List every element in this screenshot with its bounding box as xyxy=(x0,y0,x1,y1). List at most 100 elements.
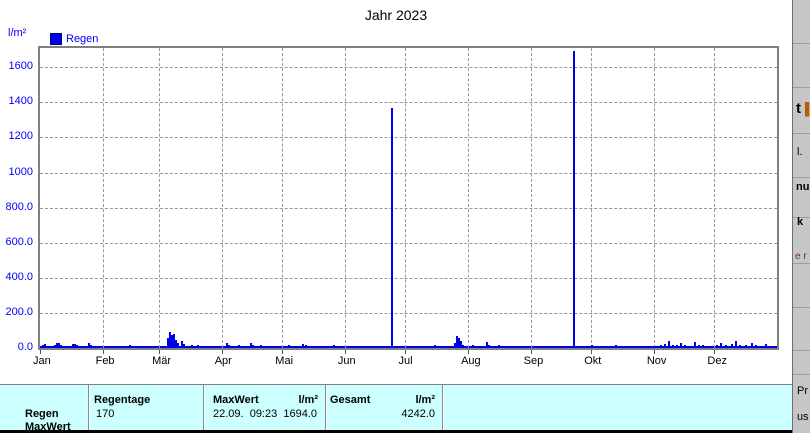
y-tick-label: 600.0 xyxy=(5,235,33,248)
rain-bar xyxy=(680,342,683,348)
rain-bar xyxy=(128,345,131,348)
panel-separator xyxy=(793,374,810,375)
rain-bar xyxy=(252,344,254,348)
panel-button-fragment[interactable]: ▌ xyxy=(805,102,810,116)
panel-button-fragment[interactable]: k xyxy=(797,216,804,228)
month-tick xyxy=(468,350,470,354)
rain-bar xyxy=(764,343,767,348)
rain-bar xyxy=(169,332,172,348)
rain-bar xyxy=(462,344,464,348)
panel-separator xyxy=(793,43,810,44)
v-gridline xyxy=(530,48,532,348)
panel-button-fragment[interactable]: Pr xyxy=(797,385,808,397)
rain-bar xyxy=(591,345,594,348)
rain-bar xyxy=(96,346,99,348)
panel-button-fragment[interactable]: l. xyxy=(797,146,803,158)
rain-bar xyxy=(667,340,670,348)
x-tick-label: Jan xyxy=(33,355,51,367)
rain-bar xyxy=(663,343,666,348)
v-gridline xyxy=(468,48,470,348)
rain-bar xyxy=(183,343,186,348)
panel-button-fragment[interactable]: us xyxy=(797,411,809,423)
chart-plot-area xyxy=(38,46,779,350)
rain-bar xyxy=(457,338,460,348)
panel-separator xyxy=(793,307,810,308)
rain-bar xyxy=(56,342,59,348)
rain-bar xyxy=(472,345,475,348)
rain-bar xyxy=(698,344,701,348)
rain-bar xyxy=(48,346,51,348)
panel-separator xyxy=(793,87,810,88)
rain-bar xyxy=(175,339,178,348)
rain-bar xyxy=(455,335,458,348)
rain-bar xyxy=(617,345,620,348)
y-tick-label: 1400 xyxy=(8,95,33,108)
rain-bar xyxy=(730,343,733,348)
table-value-maxwert: 22.09. 09:23 1694.0 xyxy=(213,408,317,420)
rain-bar xyxy=(522,345,525,348)
rain-bar xyxy=(197,344,200,348)
h-gridline xyxy=(40,137,777,139)
window-bottom-edge xyxy=(0,430,792,433)
h-gridline xyxy=(40,172,777,174)
rain-bar xyxy=(720,342,723,348)
rain-bar xyxy=(603,346,606,348)
table-column-separator xyxy=(88,385,90,430)
h-gridline xyxy=(40,67,777,69)
v-gridline xyxy=(714,48,716,348)
rain-bar xyxy=(249,342,252,348)
v-gridline xyxy=(653,48,655,348)
table-column-separator xyxy=(325,385,327,430)
rain-bar xyxy=(199,345,202,348)
rain-bar xyxy=(653,345,656,348)
rain-bar xyxy=(173,333,176,348)
month-tick xyxy=(405,350,407,354)
rain-bar xyxy=(770,346,773,348)
rain-bar xyxy=(181,340,184,348)
table-header-gesamt-unit: l/m² xyxy=(415,394,435,406)
rain-bar xyxy=(304,345,307,348)
h-gridline xyxy=(40,277,777,279)
x-tick-label: Jul xyxy=(398,355,413,367)
panel-button-fragment[interactable]: nu xyxy=(796,181,810,193)
month-tick xyxy=(40,350,41,354)
y-tick-label: 1200 xyxy=(8,130,33,143)
rain-bar xyxy=(290,345,293,348)
h-gridline xyxy=(40,312,777,314)
month-tick xyxy=(591,350,593,354)
rain-bar xyxy=(217,346,220,348)
rain-bar xyxy=(171,334,174,348)
rain-bar xyxy=(486,341,489,348)
rain-bar xyxy=(676,345,679,348)
x-tick-label: Apr xyxy=(214,355,232,367)
table-value-regentage: 170 xyxy=(96,408,115,420)
rain-bar xyxy=(167,338,170,348)
rain-bar xyxy=(734,340,737,348)
rain-bar xyxy=(106,346,109,348)
panel-separator xyxy=(793,350,810,351)
rain-bar xyxy=(459,340,462,348)
x-tick-label: Feb xyxy=(95,355,115,367)
legend-label: Regen xyxy=(66,32,99,45)
rain-bar xyxy=(716,344,719,348)
rain-bar xyxy=(453,342,456,348)
rain-bar xyxy=(104,346,107,348)
rain-bar xyxy=(76,345,79,348)
rain-bar xyxy=(758,345,761,348)
rain-bar xyxy=(227,345,230,348)
month-tick xyxy=(653,350,655,354)
x-tick-label: Aug xyxy=(461,355,481,367)
panel-button-fragment[interactable]: t xyxy=(796,100,801,117)
y-tick-label: 800.0 xyxy=(5,200,33,213)
rain-bar xyxy=(225,343,228,348)
rain-bar xyxy=(569,346,572,348)
month-tick xyxy=(282,350,284,354)
rain-bar xyxy=(684,344,687,348)
panel-button-fragment[interactable]: e r xyxy=(795,251,807,262)
rain-bar xyxy=(352,346,355,348)
y-axis-unit-label: l/m² xyxy=(8,27,27,39)
rain-bar xyxy=(500,346,503,348)
y-tick-label: 200.0 xyxy=(5,305,33,318)
rain-bar xyxy=(191,345,194,348)
